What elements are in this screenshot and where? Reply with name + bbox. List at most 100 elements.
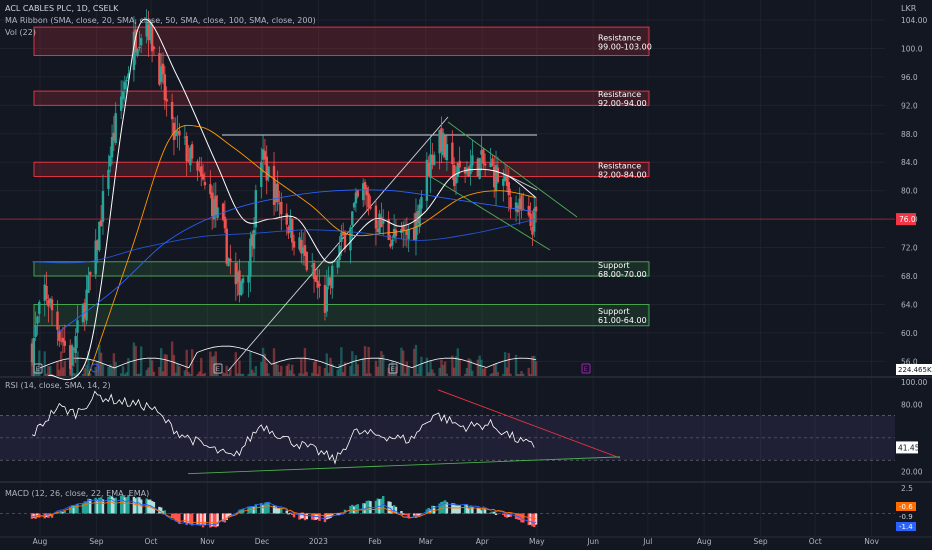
volume-legend[interactable]: Vol (22) <box>5 28 36 37</box>
candle-body <box>198 169 201 171</box>
volume-bar <box>165 354 168 376</box>
candle-body <box>343 232 347 249</box>
candle-body <box>254 190 258 228</box>
macd-histogram-bar <box>502 513 505 516</box>
macd-legend[interactable]: MACD (12, 26, close, 22, EMA, EMA) <box>5 489 150 498</box>
macd-histogram-bar <box>534 513 538 525</box>
candle-body <box>250 234 254 246</box>
macd-histogram-bar <box>263 502 267 514</box>
volume-bar <box>99 352 103 376</box>
macd-histogram-bar <box>482 508 485 514</box>
volume-bar <box>196 373 199 376</box>
volume-bar <box>198 371 201 376</box>
macd-histogram-bar <box>127 495 130 514</box>
macd-histogram-bar <box>451 503 454 514</box>
volume-bar <box>234 352 238 376</box>
macd-histogram-bar <box>225 513 228 520</box>
volume-bar <box>325 353 328 376</box>
volume-bar <box>98 344 101 376</box>
volume-bar <box>139 346 143 376</box>
volume-bar <box>89 373 92 376</box>
macd-histogram-bar <box>70 505 74 514</box>
volume-bar <box>382 354 385 376</box>
zone-title: Support <box>598 261 630 270</box>
trendline-rising-support <box>227 116 449 372</box>
candle-body <box>123 81 127 90</box>
macd-histogram-bar <box>203 513 207 526</box>
candle-body <box>161 63 165 75</box>
zone-range: 82.00-84.00 <box>598 170 647 179</box>
ma-ribbon-legend[interactable]: MA Ribbon (SMA, close, 20, SMA, close, 5… <box>5 16 316 25</box>
volume-bar <box>443 361 447 376</box>
candle-body <box>59 340 63 342</box>
macd-histogram-bar <box>431 505 434 514</box>
macd-histogram-bar <box>489 512 492 514</box>
volume-bar <box>263 353 267 376</box>
candle-body <box>518 198 521 211</box>
volume-bar <box>403 373 407 376</box>
candle-body <box>367 193 370 208</box>
candle-body <box>241 278 245 283</box>
candle-body <box>478 157 481 179</box>
volume-bar <box>300 358 303 376</box>
rsi-tick-label: 20.00 <box>901 467 923 476</box>
time-tick-label: Oct <box>145 537 158 546</box>
price-tick-label: 64.0 <box>901 300 918 309</box>
macd-histogram-bar <box>123 497 127 514</box>
candle-body <box>341 233 345 235</box>
volume-bar <box>509 373 512 376</box>
macd-histogram-bar <box>454 504 458 514</box>
volume-bar <box>287 363 290 376</box>
macd-histogram-bar <box>356 504 359 514</box>
candle-body <box>312 263 316 280</box>
rsi-legend[interactable]: RSI (14, close, SMA, 14, 2) <box>5 381 111 390</box>
candle-body <box>136 49 139 56</box>
macd-histogram-bar <box>260 503 263 514</box>
volume-bar <box>425 357 429 376</box>
volume-bar <box>289 370 292 376</box>
macd-histogram-bar <box>72 506 76 514</box>
macd-line <box>31 499 537 527</box>
volume-bar <box>265 362 268 376</box>
candle-body <box>529 213 532 227</box>
candle-body <box>316 280 319 288</box>
candle-body <box>301 247 305 254</box>
trend-lines <box>222 116 578 372</box>
candle-body <box>261 149 265 160</box>
macd-histogram-bar <box>254 504 258 514</box>
macd-histogram-bar <box>110 496 114 514</box>
macd-histogram-bar <box>136 497 139 514</box>
volume-bar <box>427 372 430 376</box>
candle-body <box>405 230 409 235</box>
candle-body <box>210 192 214 217</box>
symbol-title[interactable]: ACL CABLES PLC, 1D, CSELK <box>5 4 119 13</box>
macd-tick-label: 2.5 <box>901 484 913 493</box>
candle-body <box>451 142 454 164</box>
volume-bar <box>241 373 245 376</box>
volume-bar <box>216 373 219 376</box>
volume-bar <box>303 347 307 376</box>
volume-bar <box>112 353 116 376</box>
zone-title: Resistance <box>598 90 641 99</box>
volume-bar <box>467 358 470 376</box>
candle-body <box>238 270 241 296</box>
macd-histogram-bar <box>34 513 37 519</box>
volume-bar <box>418 365 421 376</box>
candle-body <box>38 301 41 314</box>
candle-body <box>329 277 332 285</box>
ma-line-sma100 <box>57 189 537 334</box>
macd-histogram-bar <box>402 513 405 515</box>
volume-bar <box>63 360 66 376</box>
macd-histogram-bar <box>150 501 154 514</box>
volume-bar <box>440 359 443 376</box>
volume-bar <box>291 364 294 376</box>
volume-bar <box>74 373 77 376</box>
time-tick-label: 2023 <box>309 537 328 546</box>
candle-body <box>427 163 430 176</box>
volume-bar <box>534 361 538 376</box>
volume-bar <box>356 364 359 376</box>
macd-histogram-bar <box>114 497 117 514</box>
candle-body <box>121 91 125 100</box>
macd-histogram-bar <box>278 508 281 514</box>
